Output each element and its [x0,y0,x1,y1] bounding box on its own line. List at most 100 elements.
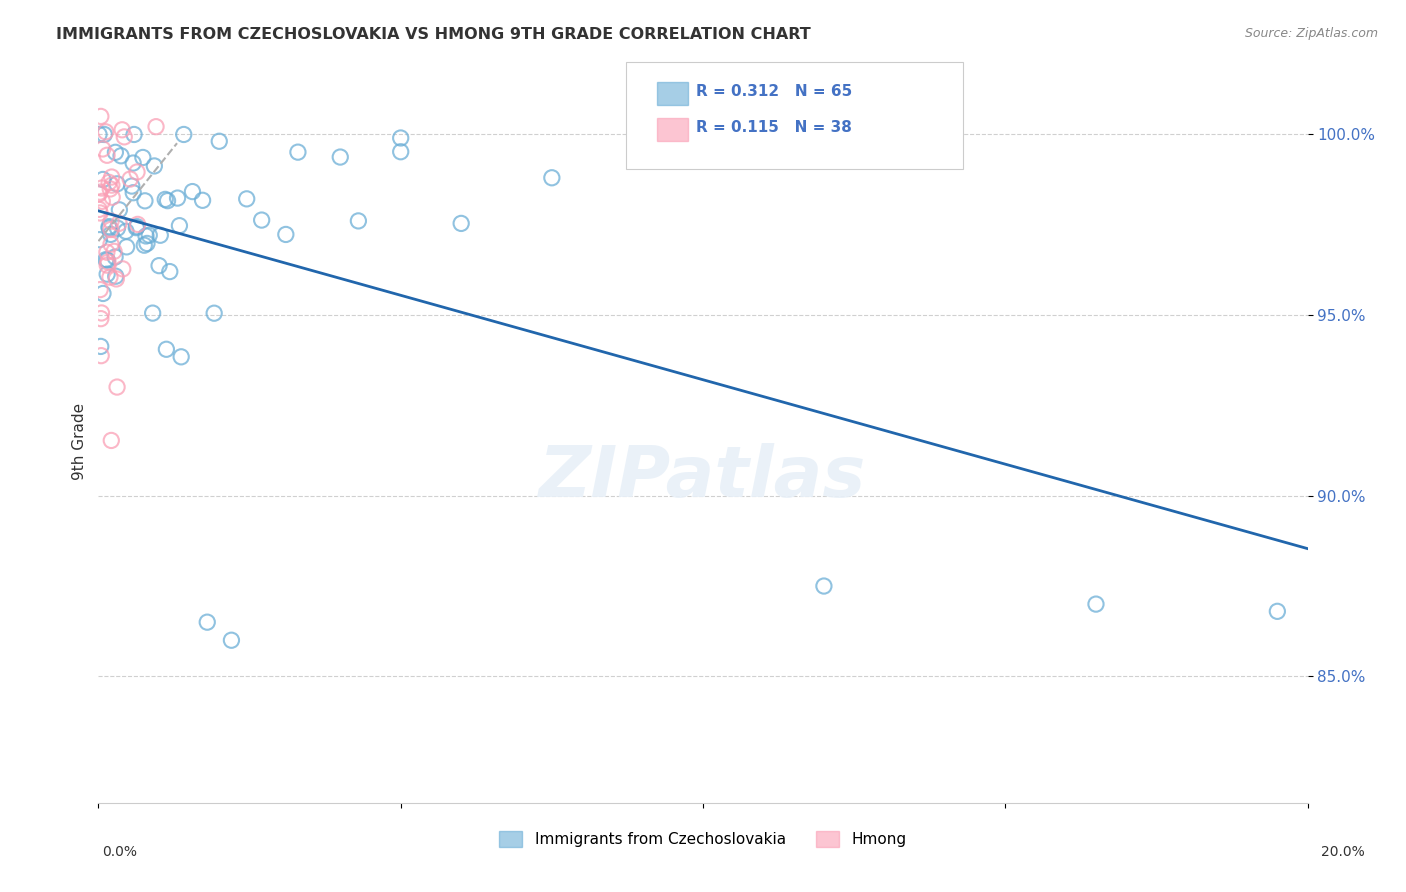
Point [108,216,131,230]
Point [91,172,114,186]
Point [115,240,138,254]
Point [235,192,257,206]
Point [148,259,170,273]
Point [98,270,121,285]
Point [191,194,214,208]
Point [100,214,122,228]
Point [1085,597,1108,611]
Point [91,286,114,301]
Point [87,128,110,142]
Point [112,129,135,144]
Point [166,191,188,205]
Point [104,145,127,160]
Point [155,343,177,357]
Point [98,221,121,235]
Point [96,148,118,162]
Point [105,177,128,191]
Text: Source: ZipAtlas.com: Source: ZipAtlas.com [1244,27,1378,40]
Point [110,149,132,163]
Point [138,228,160,243]
Text: R = 0.312   N = 65: R = 0.312 N = 65 [696,85,852,99]
Point [87,186,110,201]
Point [122,186,145,200]
Point [287,145,309,160]
Point [389,131,412,145]
Point [108,202,131,217]
Point [90,306,112,320]
Point [91,142,114,156]
Point [159,264,181,278]
Point [100,169,122,184]
Point [103,244,125,259]
Point [202,306,225,320]
Point [100,237,122,252]
Point [122,156,145,170]
Point [94,125,117,139]
Point [142,306,165,320]
Point [104,250,127,264]
Point [173,128,195,142]
Point [329,150,352,164]
Point [111,261,134,276]
Point [96,258,118,272]
Text: 20.0%: 20.0% [1320,845,1365,859]
Point [105,272,128,286]
Point [181,185,204,199]
Point [540,170,562,185]
Point [89,202,111,217]
Point [89,185,111,199]
Point [195,615,218,629]
Point [347,214,370,228]
Point [98,219,121,234]
Point [250,213,273,227]
Point [631,128,654,142]
Point [813,579,835,593]
Point [208,134,231,148]
Point [134,194,156,208]
Point [100,434,122,448]
Point [98,175,121,189]
Point [122,128,145,142]
Text: 0.0%: 0.0% [103,845,136,859]
Point [90,109,112,123]
Point [89,206,111,220]
Point [101,190,124,204]
Point [98,182,121,196]
Point [97,255,120,269]
Point [96,253,118,268]
Point [100,222,122,236]
Point [127,218,149,232]
Point [136,236,159,251]
Point [96,267,118,281]
Point [155,193,177,207]
Point [111,122,134,136]
Point [389,145,412,159]
Point [90,181,112,195]
Point [115,224,138,238]
Point [101,178,124,193]
Point [89,283,111,297]
Point [96,245,118,260]
Point [104,269,127,284]
Point [89,233,111,247]
Point [170,350,193,364]
Point [90,349,112,363]
Point [125,219,148,234]
Y-axis label: 9th Grade: 9th Grade [72,403,87,480]
Point [107,221,129,235]
Point [169,219,191,233]
Point [121,179,143,194]
Point [132,151,155,165]
Point [149,228,172,243]
Point [91,194,114,209]
Point [125,220,148,235]
Text: IMMIGRANTS FROM CZECHOSLOVAKIA VS HMONG 9TH GRADE CORRELATION CHART: IMMIGRANTS FROM CZECHOSLOVAKIA VS HMONG … [56,27,811,42]
Point [93,128,115,142]
Legend: Immigrants from Czechoslovakia, Hmong: Immigrants from Czechoslovakia, Hmong [494,825,912,853]
Point [221,633,243,648]
Point [125,165,148,179]
Point [156,194,179,208]
Point [90,311,112,326]
Point [134,238,156,252]
Point [145,120,167,134]
